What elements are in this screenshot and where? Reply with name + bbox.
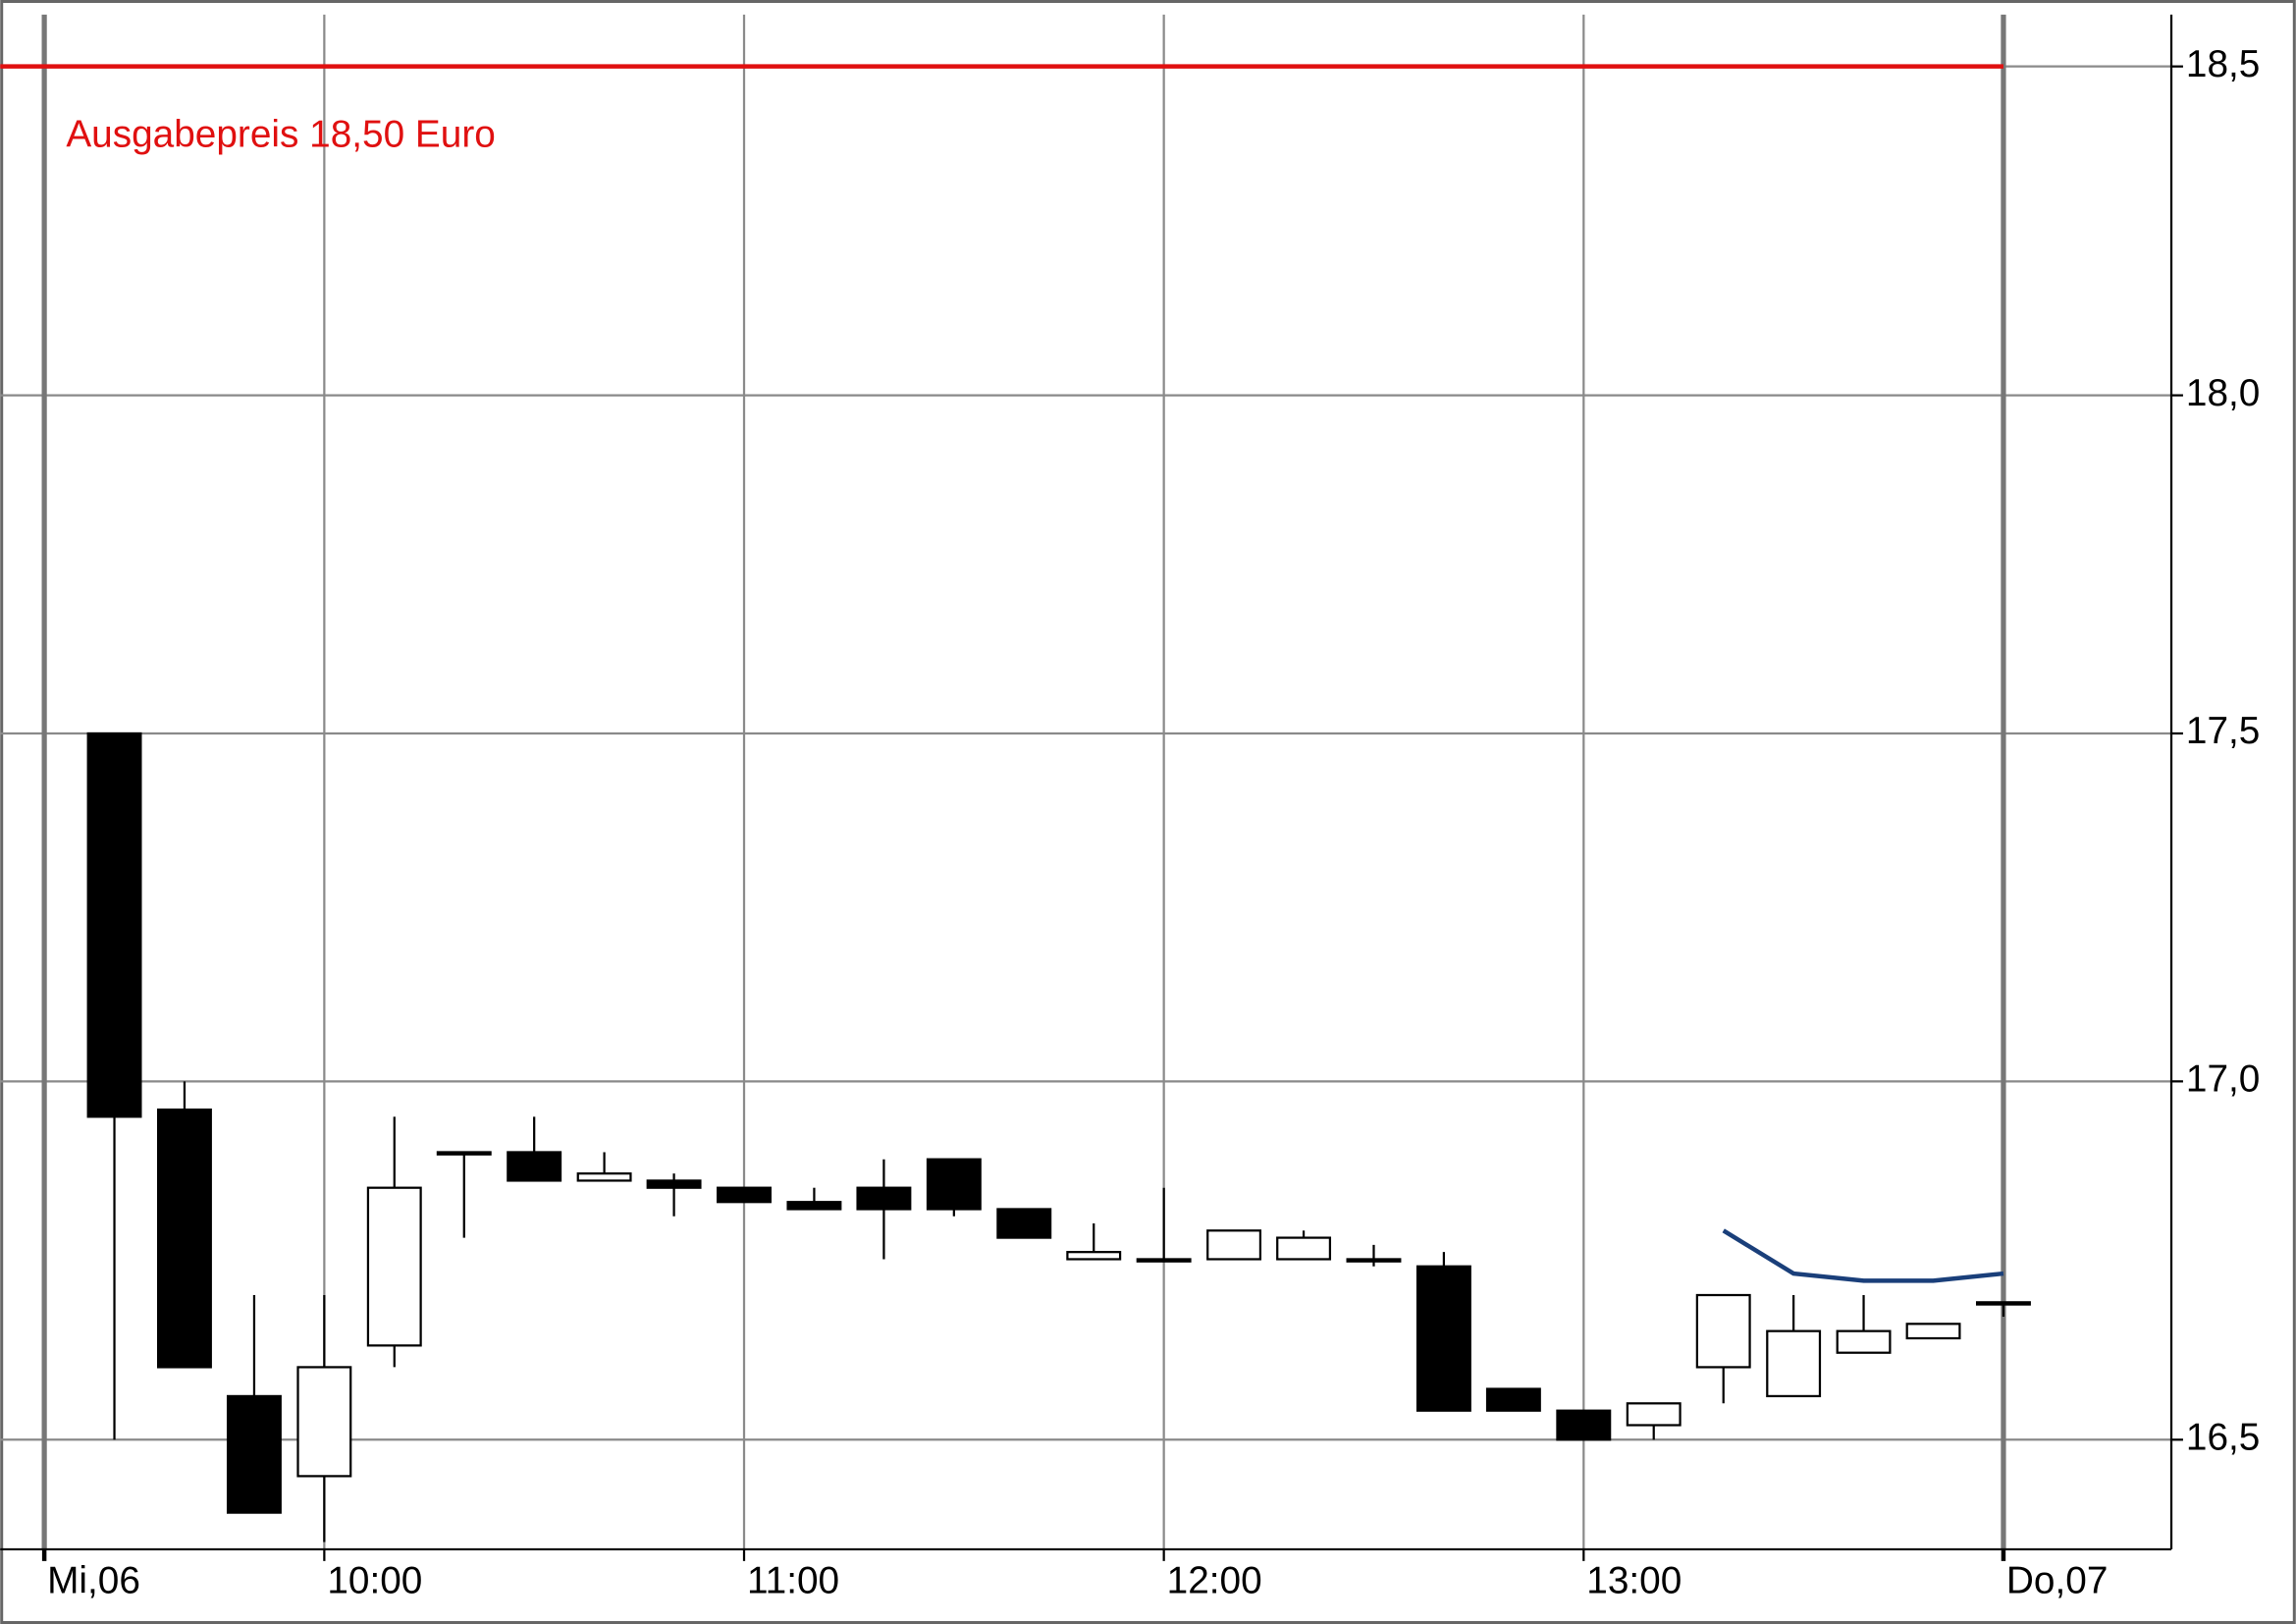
candle-body xyxy=(1485,1387,1541,1412)
candle-body xyxy=(366,1186,422,1347)
candle-body xyxy=(1975,1301,2031,1306)
candle-body xyxy=(717,1186,772,1204)
candle-body xyxy=(1136,1258,1192,1263)
x-tick-label: 13:00 xyxy=(1586,1559,1682,1601)
x-tick-label: 11:00 xyxy=(747,1559,839,1601)
candle-body xyxy=(646,1179,702,1189)
y-tick-label: 18,0 xyxy=(2186,372,2260,414)
candle-body xyxy=(1905,1323,1961,1340)
candle-body xyxy=(926,1158,982,1211)
y-tick-label: 17,5 xyxy=(2186,710,2260,752)
x-tick-label: 12:00 xyxy=(1167,1559,1262,1601)
candle-body xyxy=(507,1151,562,1182)
candle-body xyxy=(1695,1293,1751,1369)
candle-body xyxy=(1066,1251,1122,1261)
reference-label: Ausgabepreis 18,50 Euro xyxy=(66,113,496,155)
candle-body xyxy=(1556,1409,1612,1441)
candle-body xyxy=(996,1208,1052,1239)
candle-body xyxy=(1766,1329,1822,1398)
candle-body xyxy=(1276,1236,1332,1261)
candle-body xyxy=(856,1186,912,1211)
candle-body xyxy=(576,1172,632,1182)
candle-body xyxy=(436,1151,492,1156)
candle-body xyxy=(786,1201,842,1211)
candle-body xyxy=(226,1394,282,1514)
x-tick-label: Do,07 xyxy=(2006,1559,2108,1601)
candle-body xyxy=(1415,1265,1471,1412)
y-tick-label: 18,5 xyxy=(2186,43,2260,85)
candle-body xyxy=(86,731,142,1118)
candle-body xyxy=(1346,1258,1402,1263)
overlay-line xyxy=(1722,1228,2004,1283)
x-tick-label: 10:00 xyxy=(327,1559,422,1601)
candle-body xyxy=(156,1109,212,1369)
candle-body xyxy=(296,1366,352,1478)
x-tick-label: Mi,06 xyxy=(47,1559,140,1601)
y-tick-label: 16,5 xyxy=(2186,1417,2260,1459)
candle-body xyxy=(1206,1229,1262,1261)
candle-body xyxy=(1626,1402,1682,1427)
y-tick-label: 17,0 xyxy=(2186,1058,2260,1101)
candle-body xyxy=(1836,1329,1892,1354)
